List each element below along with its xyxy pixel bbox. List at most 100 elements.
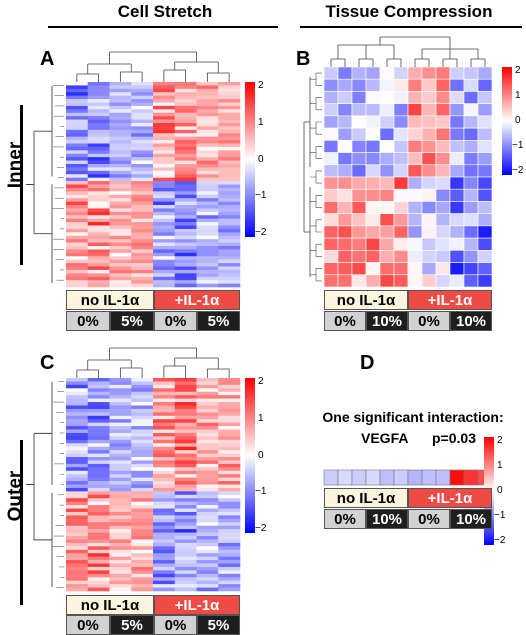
heatmap-c-cell xyxy=(218,439,241,444)
heatmap-c-cell xyxy=(87,505,110,509)
heatmap-c-cell xyxy=(153,491,176,496)
heatmap-b-cell xyxy=(393,213,409,227)
heatmap-a-cell xyxy=(174,123,197,127)
heatmap-a-cell xyxy=(66,235,89,240)
heatmap-c-cell xyxy=(218,549,241,554)
heatmap-b-cell xyxy=(435,262,451,276)
heatmap-c-cell xyxy=(218,450,241,454)
heatmap-a-cell xyxy=(66,92,89,96)
heatmap-c-cell xyxy=(131,491,154,496)
heatmap-a-cell xyxy=(131,228,154,233)
heatmap-c-cell xyxy=(131,384,154,389)
heatmap-a-cell xyxy=(109,170,132,175)
heatmap-c-cell xyxy=(66,515,89,520)
heatmap-c-dendro-top xyxy=(119,367,143,378)
heatmap-c-cell xyxy=(66,398,89,403)
heatmap-a-cell xyxy=(87,280,110,284)
heatmap-a-cell xyxy=(131,95,154,100)
colorbar-b-tick: 2 xyxy=(515,65,521,76)
heatmap-b-cell xyxy=(421,140,437,153)
heatmap-c-cell xyxy=(66,580,89,585)
colorbar-c xyxy=(245,378,255,533)
heatmap-c-cell xyxy=(131,481,154,485)
heatmap-b-cell xyxy=(365,250,381,263)
heatmap-c-cell xyxy=(174,439,197,444)
heatmap-c-cell xyxy=(109,426,132,430)
heatmap-b-cell xyxy=(393,262,409,276)
heatmap-a-cell xyxy=(87,201,110,206)
heatmap-b-cell xyxy=(337,66,353,80)
heatmap-a-cell xyxy=(109,150,132,155)
heatmap-a-cell xyxy=(131,164,154,168)
heatmap-c-cell xyxy=(87,556,110,561)
heatmap-b-cell xyxy=(407,237,423,251)
heatmap-a-cell xyxy=(153,112,176,117)
heatmap-c-cell xyxy=(66,508,89,513)
heatmap-c-cell xyxy=(109,546,132,551)
significance-gene: VEGFA xyxy=(361,430,409,446)
heatmap-b-cell xyxy=(449,152,465,166)
heatmap-b-cell xyxy=(337,225,353,239)
heatmap-c-cell xyxy=(66,470,89,475)
heatmap-c-cell xyxy=(87,518,110,523)
heatmap-c-cell xyxy=(196,491,219,496)
heatmap-a-cell xyxy=(66,88,89,93)
heatmap-c-cell xyxy=(218,546,241,551)
heatmap-c-cell xyxy=(87,587,110,592)
heatmap-a-cell xyxy=(174,276,197,281)
heatmap-a-cell xyxy=(196,143,219,148)
heatmap-a-cell xyxy=(196,177,219,182)
heatmap-c-cell xyxy=(109,384,132,389)
heatmap-c-cell xyxy=(153,470,176,475)
heatmap-c-cell xyxy=(109,378,132,382)
heatmap-a-cell xyxy=(131,222,154,226)
heatmap-a-cell xyxy=(174,280,197,284)
heatmap-d-cell xyxy=(449,469,465,486)
heatmap-a-cell xyxy=(109,187,132,192)
heatmap-c-cell xyxy=(196,457,219,461)
heatmap-a-cell xyxy=(131,136,154,141)
heatmap-b-cell xyxy=(323,274,339,288)
heatmap-a-cell xyxy=(66,140,89,144)
heatmap-c-cell xyxy=(131,511,154,516)
heatmap-c-cell xyxy=(131,529,154,533)
heatmap-c-cell xyxy=(153,415,176,420)
condition-d-3: 10% xyxy=(450,509,492,529)
heatmap-b-cell xyxy=(337,91,353,104)
heatmap-b-cell xyxy=(337,213,353,227)
heatmap-b-cell xyxy=(407,176,423,190)
heatmap-c-cell xyxy=(218,566,241,571)
heatmap-b-cell xyxy=(421,91,437,104)
heatmap-b-cell xyxy=(323,164,339,178)
heatmap-c-cell xyxy=(87,408,110,413)
heatmap-b-cell xyxy=(379,66,395,80)
heatmap-b-cell xyxy=(393,250,409,263)
heatmap-a-cell xyxy=(131,170,154,175)
heatmap-a-cell xyxy=(196,95,219,100)
heatmap-c-cell xyxy=(87,419,110,423)
heatmap-c-cell xyxy=(131,553,154,557)
heatmap-c-cell xyxy=(218,563,241,568)
heatmap-a-cell xyxy=(87,164,110,168)
heatmap-b-cell xyxy=(365,127,381,141)
heatmap-c-cell xyxy=(153,549,176,554)
heatmap-a-cell xyxy=(153,150,176,155)
heatmap-a-cell xyxy=(131,280,154,284)
group-label-plus-il1a-a: +IL-1α xyxy=(154,290,240,310)
heatmap-a-cell xyxy=(87,184,110,189)
heatmap-b-cell xyxy=(379,237,395,251)
heatmap-c-cell xyxy=(218,525,241,530)
heatmap-c-cell xyxy=(196,560,219,564)
heatmap-b-cell xyxy=(379,188,395,202)
heatmap-a-cell xyxy=(109,92,132,96)
heatmap-a-cell xyxy=(174,283,197,288)
heatmap-a-cell xyxy=(131,263,154,267)
heatmap-a-cell xyxy=(87,82,110,86)
heatmap-a-cell xyxy=(196,249,219,254)
heatmap-a-cell xyxy=(66,228,89,233)
heatmap-a-cell xyxy=(196,263,219,267)
heatmap-a-cell xyxy=(174,228,197,233)
heatmap-a-dendro-left xyxy=(26,86,53,283)
heatmap-b-cell xyxy=(393,237,409,251)
heatmap-c-cell xyxy=(87,443,110,448)
